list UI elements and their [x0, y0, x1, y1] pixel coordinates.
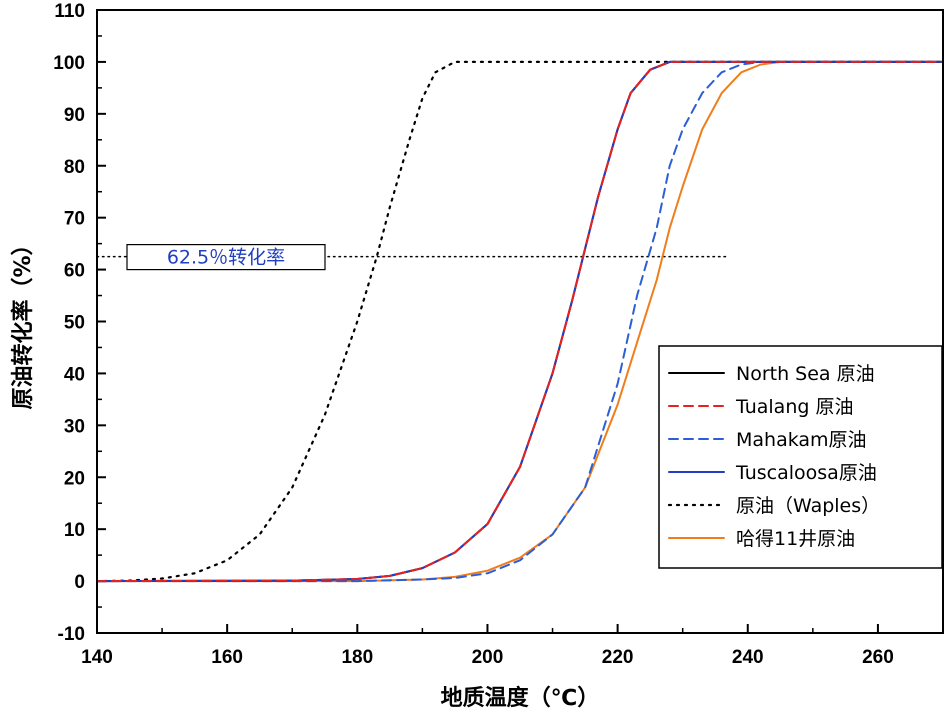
- series-line: [96, 60, 944, 583]
- y-tick-label: 0: [74, 572, 85, 593]
- y-tick-label: 50: [64, 313, 85, 334]
- reference-label: 62.5％转化率: [167, 247, 285, 269]
- x-tick-label: 140: [81, 647, 113, 668]
- x-tick-label: 260: [862, 647, 894, 668]
- series-line: [96, 60, 944, 583]
- y-tick-label: 40: [64, 364, 85, 385]
- y-tick-label: 20: [64, 468, 85, 489]
- legend-label: Mahakam原油: [736, 429, 867, 451]
- x-axis-title: 地质温度（℃）: [441, 685, 600, 711]
- y-tick-label: -10: [58, 624, 85, 645]
- y-tick-label: 30: [64, 416, 85, 437]
- x-tick-label: 240: [732, 647, 764, 668]
- legend-label: 原油（Waples）: [736, 495, 880, 517]
- x-tick-label: 160: [211, 647, 243, 668]
- series-line: [96, 60, 944, 583]
- reference-line-group: 62.5％转化率: [96, 244, 729, 271]
- legend-label: North Sea 原油: [736, 363, 875, 385]
- y-tick-label: 110: [54, 1, 85, 22]
- tick-labels: -10 0 10 20 30 40 50 60 70 80 90 100 110 140 160 180 200…: [53, 1, 893, 668]
- y-tick-label: 10: [64, 520, 85, 541]
- legend-label: 哈得11井原油: [736, 528, 855, 550]
- y-tick-label: 100: [53, 53, 85, 74]
- plot-frame: [96, 9, 944, 634]
- reference-label-box: [126, 244, 326, 271]
- y-tick-label: 90: [64, 105, 85, 126]
- legend-label: Tuscaloosa原油: [735, 462, 877, 484]
- y-tick-label: 70: [64, 209, 85, 230]
- legend-box: [658, 345, 943, 569]
- x-tick-label: 200: [472, 647, 504, 668]
- y-tick-label: 80: [64, 157, 85, 178]
- x-tick-label: 220: [602, 647, 634, 668]
- x-tick-label: 180: [341, 647, 373, 668]
- series-lines: [95, 60, 945, 583]
- legend: North Sea 原油 Tualang 原油 Mahakam原油 Tuscaloos…: [658, 345, 943, 569]
- y-axis-title: 原油转化率（%）: [10, 233, 36, 409]
- legend-label: Tualang 原油: [735, 396, 853, 418]
- series-line: [95, 60, 945, 583]
- y-tick-label: 60: [64, 261, 85, 282]
